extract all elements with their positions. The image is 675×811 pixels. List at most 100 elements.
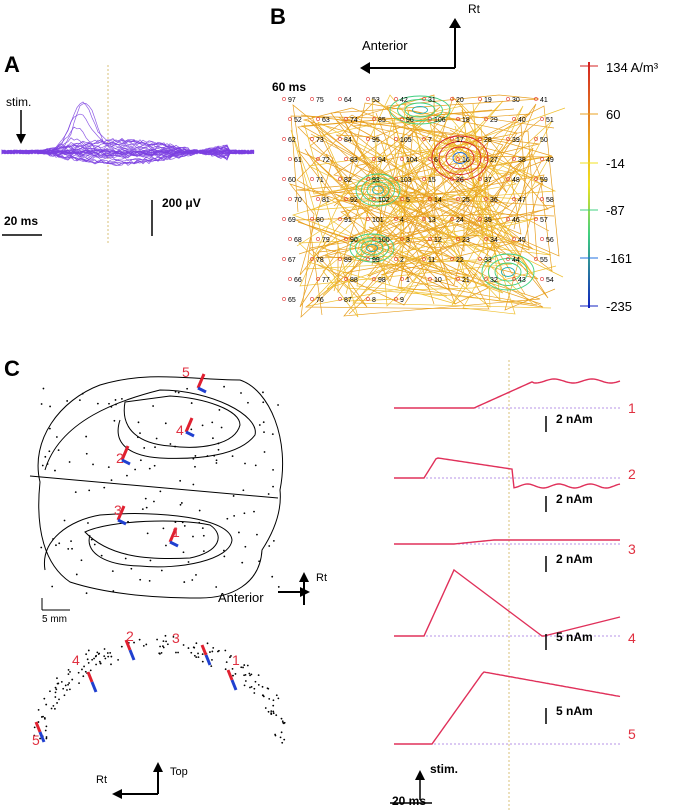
electrode-dot <box>263 431 265 434</box>
electrode-dot <box>316 197 320 201</box>
electrode-dot <box>126 474 128 477</box>
electrode-dot <box>130 567 133 570</box>
electrode-number: 59 <box>540 177 548 184</box>
lateral-dot <box>87 649 90 652</box>
contour-line <box>317 130 538 259</box>
electrode-dot <box>288 237 292 241</box>
electrode-dot <box>506 97 510 101</box>
electrode-dot <box>139 459 142 462</box>
electrode-dot <box>155 437 158 440</box>
electrode-dot <box>253 510 255 513</box>
electrode-dot <box>181 521 184 524</box>
electrode-dot <box>113 419 116 422</box>
dipole-blue <box>121 458 131 466</box>
lat-dipole-red <box>124 639 132 651</box>
lateral-dot <box>162 640 165 643</box>
electrode-number: 80 <box>316 217 324 224</box>
contour-line <box>300 108 515 305</box>
electrode-dot <box>223 385 225 388</box>
c-arrow-head-up <box>299 572 309 582</box>
electrode-number: 3 <box>406 237 410 244</box>
electrode-number: 40 <box>518 117 526 124</box>
electrode-dot <box>288 117 292 121</box>
electrode-number: 29 <box>490 117 498 124</box>
electrode-number: 70 <box>294 197 302 204</box>
lateral-dot <box>280 717 283 720</box>
electrode-number: 10 <box>434 277 442 284</box>
electrode-dot <box>40 546 43 549</box>
electrode-number: 46 <box>512 217 520 224</box>
electrode-dot <box>310 137 314 141</box>
lateral-dot <box>87 662 90 664</box>
electrode-number: 64 <box>344 97 352 104</box>
electrode-dot <box>160 569 163 572</box>
lateral-dot <box>224 668 227 671</box>
colorbar-tick-4: -161 <box>606 251 633 266</box>
electrode-number: 97 <box>288 97 296 104</box>
lateral-dot <box>120 645 123 648</box>
electrode-dot <box>506 257 510 261</box>
lateral-dot <box>279 736 282 739</box>
lat-arrow-head-left <box>112 789 122 799</box>
electrode-number: 72 <box>322 157 330 164</box>
lateral-dot <box>234 673 237 675</box>
dipole-blue <box>169 540 179 548</box>
lateral-dot <box>40 716 43 718</box>
lateral-dot <box>78 682 80 685</box>
electrode-dot <box>201 527 204 530</box>
contour-lines <box>288 94 566 318</box>
electrode-dot <box>258 560 261 563</box>
lateral-dot <box>96 651 99 654</box>
electrode-dot <box>258 424 261 426</box>
contour-ring <box>481 253 535 291</box>
lateral-dot <box>71 678 74 681</box>
colorbar-tick-1: 60 <box>606 107 621 122</box>
electrode-dot <box>179 479 182 482</box>
electrode-dot <box>42 387 45 390</box>
lateral-dot <box>99 662 102 665</box>
lateral-dot <box>84 670 87 673</box>
contour-ring <box>355 173 401 207</box>
lateral-dot <box>64 684 67 687</box>
electrode-dot <box>263 451 266 453</box>
electrode-dot <box>288 157 292 161</box>
electrode-dot <box>93 543 96 546</box>
lateral-dot <box>244 680 247 682</box>
lateral-dot <box>94 655 97 658</box>
electrode-dot <box>282 177 286 181</box>
electrode-dot <box>272 485 274 488</box>
lateral-dot <box>44 729 47 732</box>
electrode-dot <box>54 469 56 472</box>
panel-c-maps <box>29 373 310 799</box>
lateral-dot <box>89 669 92 672</box>
electrode-dot <box>114 399 117 401</box>
electrode-dot <box>202 534 205 537</box>
electrode-dot <box>198 509 201 512</box>
electrode-number: 16 <box>462 157 470 164</box>
electrode-dot <box>310 297 314 301</box>
trace-line <box>1 141 255 158</box>
electrode-dot <box>110 479 113 482</box>
electrode-number: 93 <box>372 177 380 184</box>
electrode-dot <box>183 525 186 527</box>
contour-ring <box>501 267 515 277</box>
electrode-dot <box>267 493 270 495</box>
electrode-dot <box>394 177 398 181</box>
electrode-dot <box>194 465 196 468</box>
dipole-trace <box>394 568 621 637</box>
electrode-dot <box>506 177 510 181</box>
lateral-dot <box>56 702 58 704</box>
electrode-dot <box>85 452 88 455</box>
electrode-number: 96 <box>406 117 414 124</box>
electrode-dot <box>134 468 137 471</box>
electrode-number: 91 <box>344 217 352 224</box>
electrode-dot <box>240 392 242 394</box>
electrode-number: 32 <box>490 277 498 284</box>
contour-ring <box>355 237 389 259</box>
electrode-number: 41 <box>540 97 548 104</box>
electrode-number: 60 <box>288 177 296 184</box>
lateral-dot <box>77 671 80 674</box>
lateral-dot <box>82 675 85 678</box>
electrode-dot <box>78 399 81 402</box>
